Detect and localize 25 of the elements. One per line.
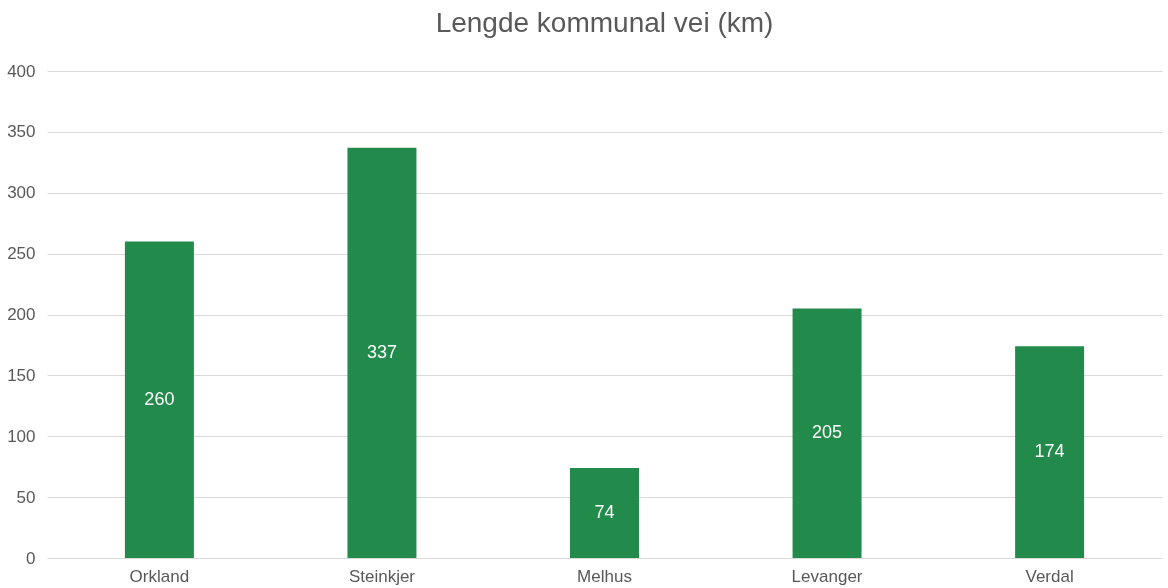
y-tick-label: 0 (26, 548, 36, 568)
bar (792, 308, 862, 558)
data-label: 174 (1034, 441, 1065, 462)
y-tick-label: 200 (7, 305, 36, 324)
y-tick-label: 250 (7, 244, 36, 264)
y-tick-label: 400 (7, 61, 36, 81)
data-label: 205 (812, 422, 843, 443)
y-tick-label: 50 (16, 487, 36, 507)
data-label: 74 (594, 501, 615, 522)
bar (124, 241, 194, 558)
x-tick-label: Verdal (1025, 566, 1074, 586)
y-tick-label: 100 (7, 426, 36, 446)
y-tick-label: 150 (7, 365, 36, 385)
y-tick-label: 300 (7, 183, 36, 203)
x-tick-label: Levanger (791, 566, 863, 586)
data-label: 337 (366, 341, 397, 362)
bar (347, 147, 417, 558)
x-tick-label: Orkland (129, 566, 190, 586)
y-tick-label: 350 (7, 122, 36, 142)
x-tick-label: Melhus (577, 566, 632, 586)
bar (570, 467, 639, 558)
bar (1015, 346, 1085, 558)
chart-title: Lengde kommunal vei (km) (435, 7, 774, 38)
data-label: 260 (144, 388, 175, 409)
x-tick-label: Steinkjer (348, 566, 416, 586)
